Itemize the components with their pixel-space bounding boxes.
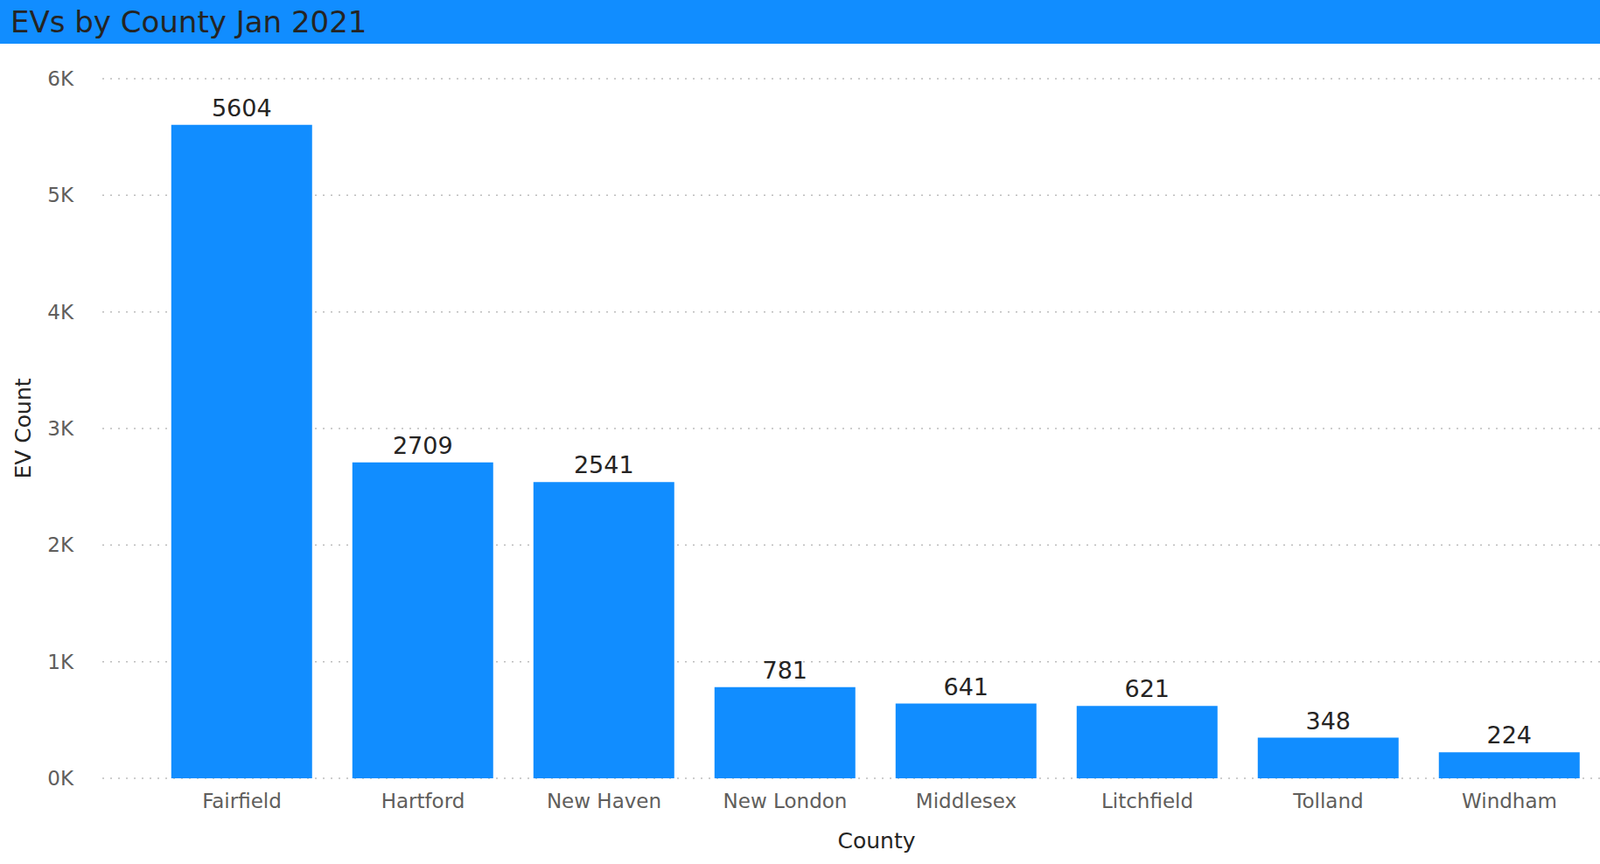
svg-text:621: 621 [1124, 675, 1170, 703]
svg-text:6K: 6K [47, 67, 75, 91]
svg-text:2541: 2541 [573, 451, 635, 479]
svg-text:3K: 3K [47, 417, 75, 441]
svg-text:5K: 5K [47, 183, 75, 207]
svg-text:224: 224 [1486, 721, 1532, 749]
svg-text:0K: 0K [47, 767, 75, 790]
svg-text:Middlesex: Middlesex [915, 789, 1017, 813]
svg-text:New Haven: New Haven [546, 789, 662, 813]
svg-text:2K: 2K [47, 533, 75, 557]
svg-text:New London: New London [723, 789, 848, 813]
svg-text:348: 348 [1305, 707, 1351, 735]
svg-text:Tolland: Tolland [1292, 789, 1363, 813]
svg-text:5604: 5604 [211, 94, 273, 122]
svg-text:Fairfield: Fairfield [202, 789, 282, 813]
svg-text:Hartford: Hartford [381, 789, 466, 813]
svg-text:641: 641 [943, 673, 989, 701]
svg-text:2709: 2709 [392, 432, 454, 460]
svg-text:Litchfield: Litchfield [1101, 789, 1194, 813]
svg-text:1K: 1K [47, 650, 75, 674]
svg-text:EV Count: EV Count [10, 377, 36, 479]
html-text:EVs by County Jan 2021: EVs by County Jan 2021 [10, 4, 367, 40]
svg-text:4K: 4K [47, 300, 75, 324]
svg-text:County: County [837, 828, 916, 854]
svg-text:781: 781 [761, 656, 808, 685]
svg-text:Windham: Windham [1461, 789, 1558, 813]
